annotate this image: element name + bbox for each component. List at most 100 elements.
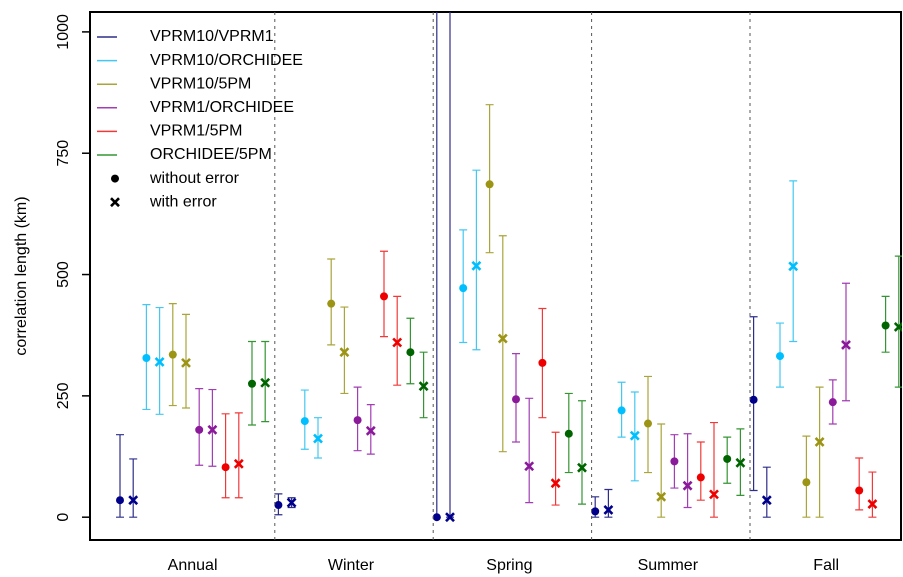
- plot-frame: [89, 11, 902, 541]
- error-bar: [578, 400, 586, 505]
- plot-area: [116, 12, 902, 523]
- legend-label: VPRM10/5PM: [150, 75, 251, 92]
- marker-cross: [524, 461, 535, 472]
- marker-dot: [432, 513, 441, 522]
- marker-cross: [110, 197, 120, 208]
- error-bar: [683, 433, 692, 509]
- marker-cross: [181, 357, 191, 368]
- marker-dot: [538, 358, 547, 367]
- marker-dot: [221, 463, 230, 472]
- marker-cross: [471, 260, 482, 271]
- marker-cross: [418, 381, 429, 392]
- error-bar: [815, 386, 824, 518]
- marker-cross: [893, 322, 902, 332]
- marker-dot: [644, 419, 652, 428]
- legend-label: VPRM10/ORCHIDEE: [150, 52, 303, 69]
- legend: VPRM10/VPRM1 VPRM10/ORCHIDEE VPRM10/5PM VPR…: [97, 28, 303, 210]
- marker-cross: [682, 480, 693, 491]
- marker-cross: [128, 495, 139, 506]
- error-bar: [340, 306, 349, 395]
- marker-cross: [260, 377, 271, 388]
- y-tick-label: 0: [55, 513, 72, 522]
- marker-cross: [867, 499, 878, 510]
- marker-cross: [629, 430, 640, 441]
- error-bar: [129, 458, 138, 518]
- error-bar: [762, 466, 771, 518]
- legend-label: VPRM1/5PM: [150, 123, 242, 140]
- y-tick-label: 750: [55, 140, 72, 167]
- marker-dot: [111, 174, 119, 183]
- error-bar: [802, 435, 811, 518]
- marker-dot: [300, 417, 309, 426]
- marker-cross: [603, 504, 614, 515]
- marker-dot: [512, 395, 520, 404]
- error-bar: [446, 12, 454, 518]
- marker-dot: [274, 501, 283, 510]
- error-bar: [485, 104, 494, 254]
- marker-cross: [788, 261, 799, 272]
- marker-cross: [339, 347, 350, 358]
- error-bar: [868, 471, 877, 518]
- marker-dot: [617, 406, 626, 415]
- legend-label: ORCHIDEE/5PM: [150, 146, 272, 163]
- marker-cross: [709, 489, 719, 500]
- marker-dot: [327, 299, 336, 308]
- error-bar: [710, 421, 718, 518]
- legend-label: VPRM1/ORCHIDEE: [150, 99, 294, 116]
- y-tick-label: 250: [55, 382, 72, 409]
- marker-dot: [406, 348, 415, 357]
- y-tick-label: 1000: [55, 14, 72, 50]
- error-bar: [432, 12, 441, 518]
- marker-cross: [577, 462, 587, 473]
- error-bar: [604, 488, 613, 518]
- marker-dot: [353, 416, 362, 425]
- marker-dot: [195, 425, 204, 434]
- error-bar: [657, 423, 666, 518]
- marker-cross: [497, 333, 508, 344]
- marker-dot: [564, 429, 573, 438]
- error-bar: [221, 413, 230, 499]
- marker-cross: [841, 339, 851, 350]
- marker-dot: [142, 354, 151, 363]
- marker-dot: [696, 473, 705, 482]
- marker-dot: [485, 180, 494, 189]
- error-bar: [525, 397, 534, 504]
- x-tick-label: Annual: [168, 557, 218, 574]
- marker-cross: [154, 356, 165, 367]
- marker-dot: [855, 486, 864, 495]
- x-tick-label: Winter: [328, 557, 375, 574]
- y-tick-label: 500: [55, 261, 72, 288]
- marker-dot: [881, 321, 890, 330]
- marker-cross: [233, 458, 244, 469]
- error-bar: [696, 441, 705, 501]
- marker-cross: [365, 425, 376, 436]
- x-tick-label: Summer: [638, 557, 699, 574]
- error-bar: [551, 431, 560, 506]
- marker-dot: [459, 284, 468, 293]
- legend-label: without error: [149, 170, 240, 187]
- marker-dot: [776, 352, 784, 361]
- marker-dot: [591, 507, 600, 516]
- marker-cross: [392, 337, 403, 348]
- legend-label: VPRM10/VPRM1: [150, 28, 274, 45]
- marker-dot: [116, 496, 124, 505]
- marker-dot: [380, 292, 388, 301]
- marker-cross: [286, 497, 297, 508]
- marker-dot: [723, 454, 732, 463]
- x-tick-label: Spring: [486, 557, 532, 574]
- error-bar: [894, 255, 902, 388]
- marker-dot: [802, 478, 811, 487]
- legend-label: with error: [149, 193, 217, 210]
- marker-cross: [656, 491, 667, 502]
- marker-dot: [828, 398, 837, 407]
- marker-dot: [670, 457, 679, 466]
- marker-dot: [168, 350, 177, 359]
- y-axis-label: correlation length (km): [13, 196, 30, 355]
- marker-cross: [550, 478, 561, 489]
- x-tick-label: Fall: [813, 557, 839, 574]
- error-bar: [234, 412, 243, 499]
- marker-cross: [207, 424, 218, 435]
- error-bar: [842, 282, 850, 402]
